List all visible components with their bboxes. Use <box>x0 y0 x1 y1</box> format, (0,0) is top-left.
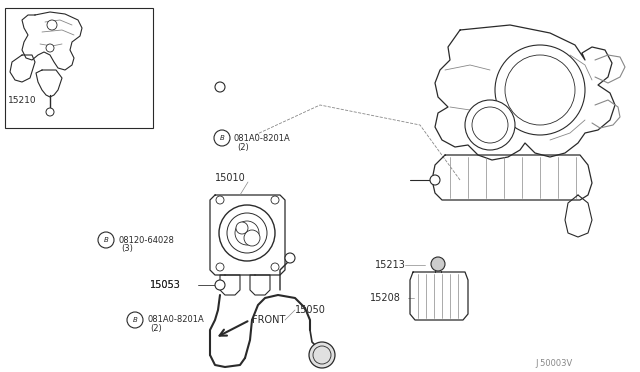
Text: (2): (2) <box>237 142 249 151</box>
Circle shape <box>236 222 248 234</box>
Circle shape <box>430 175 440 185</box>
Circle shape <box>216 263 224 271</box>
Circle shape <box>271 196 279 204</box>
Polygon shape <box>435 25 615 160</box>
Polygon shape <box>220 275 240 295</box>
Text: B: B <box>132 317 138 323</box>
Circle shape <box>271 263 279 271</box>
Polygon shape <box>10 55 35 82</box>
Text: 15050: 15050 <box>295 305 326 315</box>
Circle shape <box>216 196 224 204</box>
Text: 081A0-8201A: 081A0-8201A <box>147 315 204 324</box>
Text: FRONT: FRONT <box>252 315 285 325</box>
Circle shape <box>215 82 225 92</box>
Circle shape <box>47 20 57 30</box>
Bar <box>5 8 153 128</box>
Circle shape <box>285 253 295 263</box>
Text: J 50003V: J 50003V <box>535 359 572 369</box>
Text: 15010: 15010 <box>215 173 246 183</box>
Text: (2): (2) <box>150 324 162 334</box>
Text: 15210: 15210 <box>8 96 36 105</box>
Circle shape <box>431 257 445 271</box>
Polygon shape <box>210 195 285 275</box>
Polygon shape <box>432 155 592 200</box>
Circle shape <box>127 312 143 328</box>
Circle shape <box>495 45 585 135</box>
Text: 08120-64028: 08120-64028 <box>118 235 174 244</box>
Text: 081A0-8201A: 081A0-8201A <box>234 134 291 142</box>
Circle shape <box>244 230 260 246</box>
Polygon shape <box>250 275 270 295</box>
Text: B: B <box>104 237 108 243</box>
Circle shape <box>465 100 515 150</box>
Text: 15208: 15208 <box>370 293 401 303</box>
Circle shape <box>98 232 114 248</box>
Circle shape <box>219 205 275 261</box>
Polygon shape <box>36 70 62 97</box>
Circle shape <box>214 130 230 146</box>
Circle shape <box>46 108 54 116</box>
Circle shape <box>215 280 225 290</box>
Text: B: B <box>220 135 225 141</box>
Polygon shape <box>410 272 468 320</box>
Circle shape <box>46 44 54 52</box>
Text: 15213: 15213 <box>375 260 406 270</box>
Polygon shape <box>22 12 82 70</box>
Text: (3): (3) <box>121 244 133 253</box>
Text: 15053: 15053 <box>150 280 181 290</box>
Text: 15053: 15053 <box>150 280 181 290</box>
Circle shape <box>309 342 335 368</box>
